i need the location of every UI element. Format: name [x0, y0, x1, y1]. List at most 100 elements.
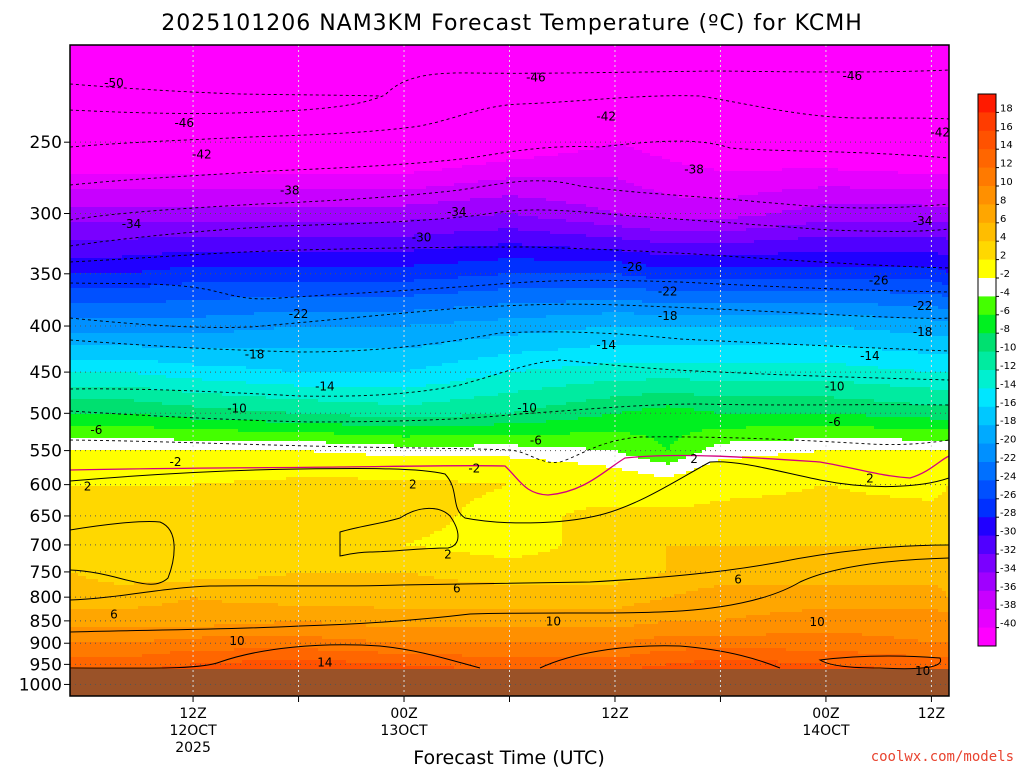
heat-cell — [410, 297, 415, 313]
heat-cell — [178, 390, 183, 406]
heat-cell — [494, 162, 499, 181]
heat-cell — [138, 486, 143, 583]
heat-cell — [110, 657, 115, 673]
heat-cell — [70, 189, 75, 208]
heat-cell — [106, 582, 111, 610]
heat-cell — [450, 435, 455, 448]
heat-cell — [270, 222, 275, 238]
heat-cell — [370, 651, 375, 664]
heat-cell — [646, 459, 651, 475]
heat-cell — [710, 279, 715, 292]
heat-cell — [178, 582, 183, 601]
heat-cell — [190, 393, 195, 406]
heat-cell — [154, 222, 159, 238]
heat-cell — [562, 609, 567, 628]
heat-cell — [650, 408, 655, 439]
heat-cell — [726, 648, 731, 661]
heat-cell — [742, 636, 747, 649]
heat-cell — [314, 174, 319, 190]
heat-cell — [130, 222, 135, 241]
heat-cell — [306, 327, 311, 349]
heat-cell — [714, 279, 719, 292]
heat-cell — [426, 264, 431, 280]
heat-cell — [590, 384, 595, 400]
heat-cell — [598, 147, 603, 178]
heat-cell — [190, 579, 195, 598]
heat-cell — [706, 45, 711, 169]
heat-cell — [618, 45, 623, 145]
heat-cell — [518, 177, 523, 199]
heat-cell — [602, 399, 607, 415]
heat-cell — [230, 207, 235, 223]
heat-cell — [526, 216, 531, 232]
heat-cell — [138, 222, 143, 238]
heat-cell — [510, 159, 515, 178]
heat-cell — [190, 651, 195, 664]
heat-cell — [118, 486, 123, 586]
heat-cell — [218, 267, 223, 283]
heat-cell — [610, 507, 615, 586]
heat-cell — [434, 45, 439, 172]
heat-cell — [602, 609, 607, 628]
heat-cell — [622, 627, 627, 643]
heat-cell — [230, 651, 235, 664]
heat-cell — [478, 246, 483, 262]
heat-cell — [302, 477, 307, 574]
heat-cell — [362, 444, 367, 454]
heat-cell — [70, 318, 75, 334]
heat-cell — [330, 453, 335, 478]
heat-cell — [334, 282, 339, 298]
heat-cell — [234, 222, 239, 238]
heat-cell — [242, 330, 247, 349]
heat-cell — [730, 45, 735, 172]
heat-cell — [270, 450, 275, 481]
heat-cell — [606, 468, 611, 508]
heat-cell — [122, 450, 127, 487]
heat-cell — [750, 255, 755, 268]
heat-cell — [442, 249, 447, 265]
heat-cell — [234, 450, 239, 481]
heat-cell — [70, 360, 75, 373]
heat-cell — [722, 363, 727, 382]
heat-cell — [402, 207, 407, 223]
heat-cell — [102, 273, 107, 289]
heat-cell — [106, 642, 111, 658]
heat-cell — [722, 546, 727, 586]
heat-cell — [318, 45, 323, 175]
heat-cell — [282, 441, 287, 451]
heat-cell — [362, 327, 367, 349]
heat-cell — [398, 312, 403, 328]
heat-cell — [198, 207, 203, 223]
heat-cell — [506, 435, 511, 445]
heat-cell — [282, 372, 287, 385]
heat-cell — [174, 603, 179, 628]
heat-cell — [126, 45, 131, 175]
heat-cell — [350, 477, 355, 574]
heat-cell — [502, 627, 507, 643]
heat-cell — [74, 288, 79, 304]
heat-cell — [442, 402, 447, 418]
heat-cell — [654, 636, 659, 652]
heat-cell — [654, 267, 659, 280]
heat-cell — [462, 447, 467, 457]
heat-cell — [522, 351, 527, 373]
heat-cell — [466, 261, 471, 277]
heat-cell — [246, 282, 251, 298]
heat-cell — [358, 297, 363, 313]
heat-cell — [594, 288, 599, 301]
heat-cell — [242, 579, 247, 604]
heat-cell — [74, 399, 79, 415]
heat-cell — [730, 618, 735, 637]
heat-cell — [398, 222, 403, 238]
heat-cell — [434, 366, 439, 385]
heat-cell — [490, 414, 495, 427]
heat-cell — [326, 207, 331, 223]
heat-cell — [326, 267, 331, 283]
heat-cell — [502, 483, 507, 487]
heat-cell — [734, 441, 739, 460]
heat-cell — [354, 435, 359, 445]
heat-cell — [130, 333, 135, 346]
heat-cell — [178, 237, 183, 253]
heat-cell — [726, 501, 731, 547]
heat-cell — [250, 579, 255, 604]
